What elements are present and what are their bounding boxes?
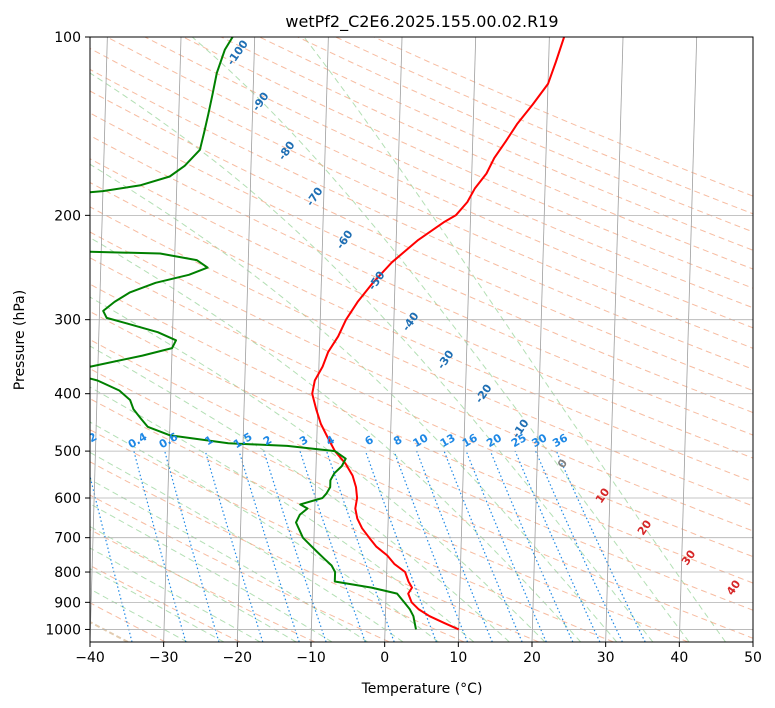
mixing-ratio-line (164, 450, 220, 642)
dry-adiabat (90, 181, 753, 483)
dry-adiabat (90, 398, 614, 642)
y-tick-label: 700 (54, 531, 81, 547)
mixing-ratio-line (364, 450, 437, 642)
plot-area: -100-90-80-70-60-50-40-30-20-10010203040… (76, 37, 753, 642)
dewpoint-profile (90, 37, 417, 630)
x-axis-label: Temperature (°C) (361, 681, 483, 697)
dry-adiabat (90, 564, 241, 642)
dry-adiabat (90, 368, 689, 642)
mixing-ratio-line (238, 450, 300, 642)
moist-adiabat (303, 37, 726, 642)
dry-adiabat (90, 135, 753, 436)
isotherm (384, 37, 403, 642)
mixing-ratio-label: 0.2 (76, 430, 99, 451)
x-tick-label: 10 (449, 650, 467, 666)
dry-adiabat (182, 37, 753, 289)
y-axis-ticks: 100 200 300 400 500 600 700 800 900 1000 (45, 30, 90, 638)
moist-adiabat (90, 503, 333, 642)
x-tick-label: 50 (744, 650, 762, 666)
y-tick-label: 800 (54, 565, 81, 581)
dry-adiabat (90, 461, 465, 642)
isotherm (310, 37, 329, 642)
moist-adiabat (191, 37, 690, 642)
mixing-ratio-line (443, 450, 523, 642)
dry-adiabat (90, 68, 753, 370)
dry-adiabat (90, 47, 753, 349)
x-axis-ticks: −40 −30 −20 −10 0 10 20 30 40 50 (75, 642, 762, 666)
moist-adiabat (90, 386, 475, 642)
mixing-ratio-line (465, 450, 547, 642)
dry-adiabat (90, 310, 753, 611)
isotherm (605, 37, 624, 642)
y-tick-label: 600 (54, 491, 81, 507)
isotherm (531, 37, 550, 642)
isotherm (457, 37, 477, 642)
mixing-ratio-line (263, 450, 327, 642)
x-tick-label: −20 (223, 650, 253, 666)
mixing-ratio-line (133, 450, 187, 642)
isotherm (236, 37, 256, 642)
x-tick-label: 20 (523, 650, 541, 666)
mixing-ratio-line (393, 450, 469, 642)
dry-adiabat (90, 206, 753, 507)
y-tick-label: 1000 (45, 622, 81, 638)
y-tick-label: 200 (54, 208, 81, 224)
y-tick-label: 100 (54, 30, 81, 46)
moist-adiabat (90, 421, 439, 642)
profile-lines (90, 37, 566, 631)
mixing-ratio-line (299, 450, 366, 642)
moist-adiabat (90, 72, 654, 642)
moist-adiabat (90, 345, 510, 642)
moist-adiabat (90, 451, 404, 642)
dry-adiabat (90, 494, 390, 642)
x-tick-label: 40 (670, 650, 688, 666)
dry-adiabats (90, 37, 753, 642)
y-tick-label: 900 (54, 595, 81, 611)
mixing-ratio-line (489, 450, 574, 642)
isotherm (678, 37, 698, 642)
x-tick-label: 30 (597, 650, 615, 666)
temperature-profile (311, 37, 566, 631)
dry-adiabat (90, 429, 539, 642)
x-tick-label: −30 (149, 650, 179, 666)
chart-title: wetPf2_C2E6.2025.155.00.02.R19 (285, 12, 558, 32)
y-tick-label: 300 (54, 313, 81, 329)
mixing-ratio-line (204, 450, 264, 642)
x-tick-label: 0 (380, 650, 389, 666)
dry-adiabat (90, 112, 753, 414)
dry-adiabat (144, 37, 753, 309)
x-tick-label: −10 (296, 650, 326, 666)
x-tick-label: −40 (75, 650, 105, 666)
isotherm (90, 37, 108, 642)
plot-frame (89, 36, 754, 643)
y-tick-label: 400 (54, 387, 81, 403)
y-axis-label: Pressure (hPa) (12, 290, 28, 390)
y-tick-label: 500 (54, 444, 81, 460)
moist-adiabat (90, 525, 297, 642)
pressure-gridlines (90, 37, 753, 630)
